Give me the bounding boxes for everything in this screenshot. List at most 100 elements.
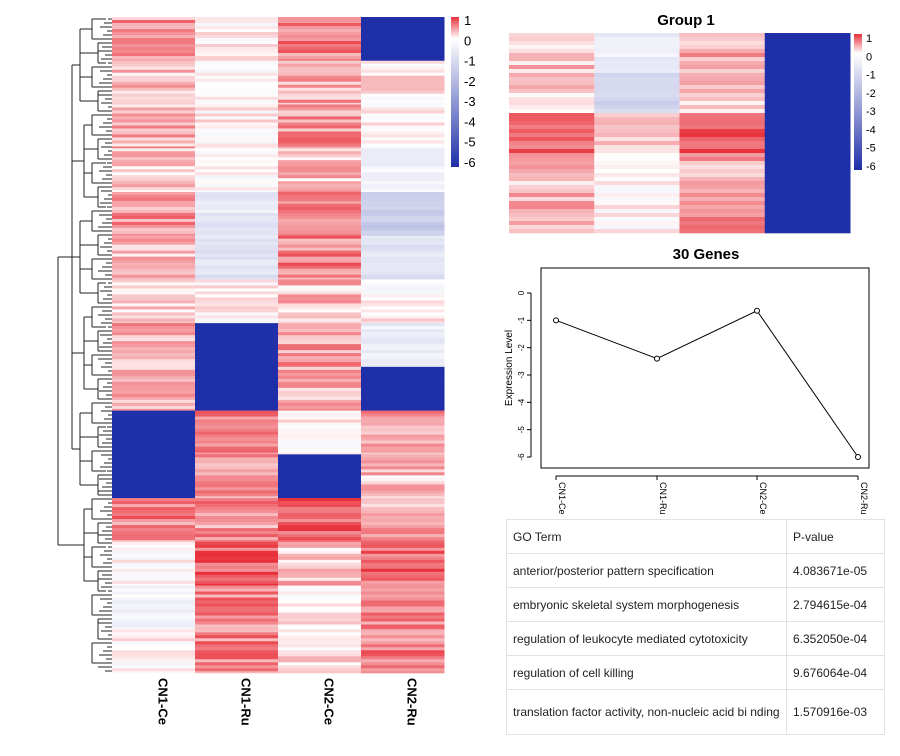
heatmap-cell xyxy=(278,244,362,248)
heatmap-cell xyxy=(112,125,196,129)
heatmap-cell xyxy=(112,615,196,619)
heatmap-cell xyxy=(195,166,279,170)
heatmap-cell xyxy=(361,104,445,108)
table-row: translation factor activity, non-nucleic… xyxy=(506,689,885,735)
heatmap-cell xyxy=(361,504,445,508)
heatmap-cell xyxy=(594,37,680,42)
colorbar-tick-label: 0 xyxy=(866,51,872,63)
heatmap-cell xyxy=(195,588,279,592)
heatmap-cell xyxy=(112,353,196,357)
heatmap-cell xyxy=(112,597,196,601)
heatmap-cell xyxy=(361,490,445,494)
heatmap-cell xyxy=(195,650,279,654)
heatmap-cell xyxy=(594,157,680,162)
heatmap-cell xyxy=(509,109,595,114)
heatmap-cell xyxy=(112,288,196,292)
heatmap-cell xyxy=(764,77,851,82)
heatmap-cell xyxy=(361,372,445,377)
heatmap-cell xyxy=(278,416,362,420)
heatmap-cell xyxy=(278,540,362,543)
heatmap-cell xyxy=(195,425,279,429)
heatmap-cell xyxy=(195,463,279,467)
heatmap-cell xyxy=(278,653,362,657)
data-point xyxy=(553,317,559,324)
heatmap-cell xyxy=(361,90,445,95)
heatmap-cell xyxy=(195,285,279,289)
heatmap-cell xyxy=(195,148,279,152)
heatmap-cell xyxy=(195,393,279,398)
heatmap-cell xyxy=(361,537,445,541)
heatmap-cell xyxy=(195,574,279,579)
heatmap-cell xyxy=(195,408,279,411)
heatmap-cell xyxy=(195,323,279,327)
heatmap-cell xyxy=(112,119,196,123)
heatmap-cell xyxy=(361,212,445,217)
heatmap-cell xyxy=(361,175,445,179)
heatmap-cell xyxy=(195,309,279,313)
heatmap-cell xyxy=(361,137,445,141)
heatmap-cell xyxy=(361,262,445,266)
heatmap-cell xyxy=(361,452,445,455)
y-tick-label: -3 xyxy=(517,371,526,379)
heatmap-cell xyxy=(764,89,851,94)
heatmap-cell xyxy=(278,107,362,111)
heatmap-cell xyxy=(361,484,445,488)
heatmap-cell xyxy=(679,225,766,230)
heatmap-cell xyxy=(195,312,279,316)
heatmap-cell xyxy=(679,65,766,70)
heatmap-cell xyxy=(195,203,279,208)
heatmap-cell xyxy=(112,17,196,21)
p-value-header: P-value xyxy=(786,519,885,554)
heatmap-cell xyxy=(361,157,445,161)
heatmap-cell xyxy=(278,466,362,470)
heatmap-cell xyxy=(764,209,851,214)
heatmap-cell xyxy=(112,408,196,411)
heatmap-cell xyxy=(278,116,362,120)
heatmap-cell xyxy=(764,149,851,154)
heatmap-cell xyxy=(112,56,196,60)
y-tick-label: -6 xyxy=(517,453,526,461)
heatmap-cell xyxy=(594,229,680,234)
heatmap-cell xyxy=(195,137,279,141)
colorbar-tick-label: -2 xyxy=(866,88,876,100)
heatmap-cell xyxy=(278,437,362,441)
heatmap-cell xyxy=(112,550,196,555)
heatmap-cell xyxy=(195,366,279,371)
heatmap-cell xyxy=(278,591,362,595)
heatmap-cell xyxy=(112,294,196,298)
heatmap-cell xyxy=(112,460,196,464)
heatmap-cell xyxy=(278,63,362,68)
heatmap-cell xyxy=(112,449,196,453)
heatmap-cell xyxy=(195,56,279,60)
heatmap-cell xyxy=(278,597,362,601)
heatmap-cell xyxy=(195,627,279,630)
heatmap-cell xyxy=(679,81,766,86)
heatmap-cell xyxy=(278,624,362,628)
heatmap-cell xyxy=(278,230,362,235)
heatmap-cell xyxy=(361,498,445,502)
heatmap-cell xyxy=(112,274,196,278)
heatmap-cell xyxy=(361,583,445,586)
heatmap-cell xyxy=(361,659,445,663)
heatmap-cell xyxy=(764,117,851,122)
heatmap-cell xyxy=(195,507,279,511)
heatmap-cell xyxy=(112,540,196,543)
heatmap-cell xyxy=(195,191,279,196)
heatmap-cell xyxy=(361,344,445,348)
heatmap-cell xyxy=(278,329,362,333)
heatmap-cell xyxy=(278,218,362,223)
heatmap-cell xyxy=(278,574,362,579)
heatmap-cell xyxy=(278,191,362,196)
group1-colorbar-gradient xyxy=(854,34,862,170)
heatmap-cell xyxy=(509,61,595,66)
heatmap-cell xyxy=(278,268,362,272)
heatmap-cell xyxy=(361,525,445,529)
heatmap-cell xyxy=(195,84,279,89)
heatmap-cell xyxy=(278,449,362,453)
heatmap-cell xyxy=(679,229,766,234)
heatmap-cell xyxy=(361,332,445,336)
heatmap-cell xyxy=(195,519,279,523)
heatmap-cell xyxy=(361,641,445,645)
heatmap-cell xyxy=(112,531,196,535)
heatmap-cell xyxy=(195,487,279,491)
